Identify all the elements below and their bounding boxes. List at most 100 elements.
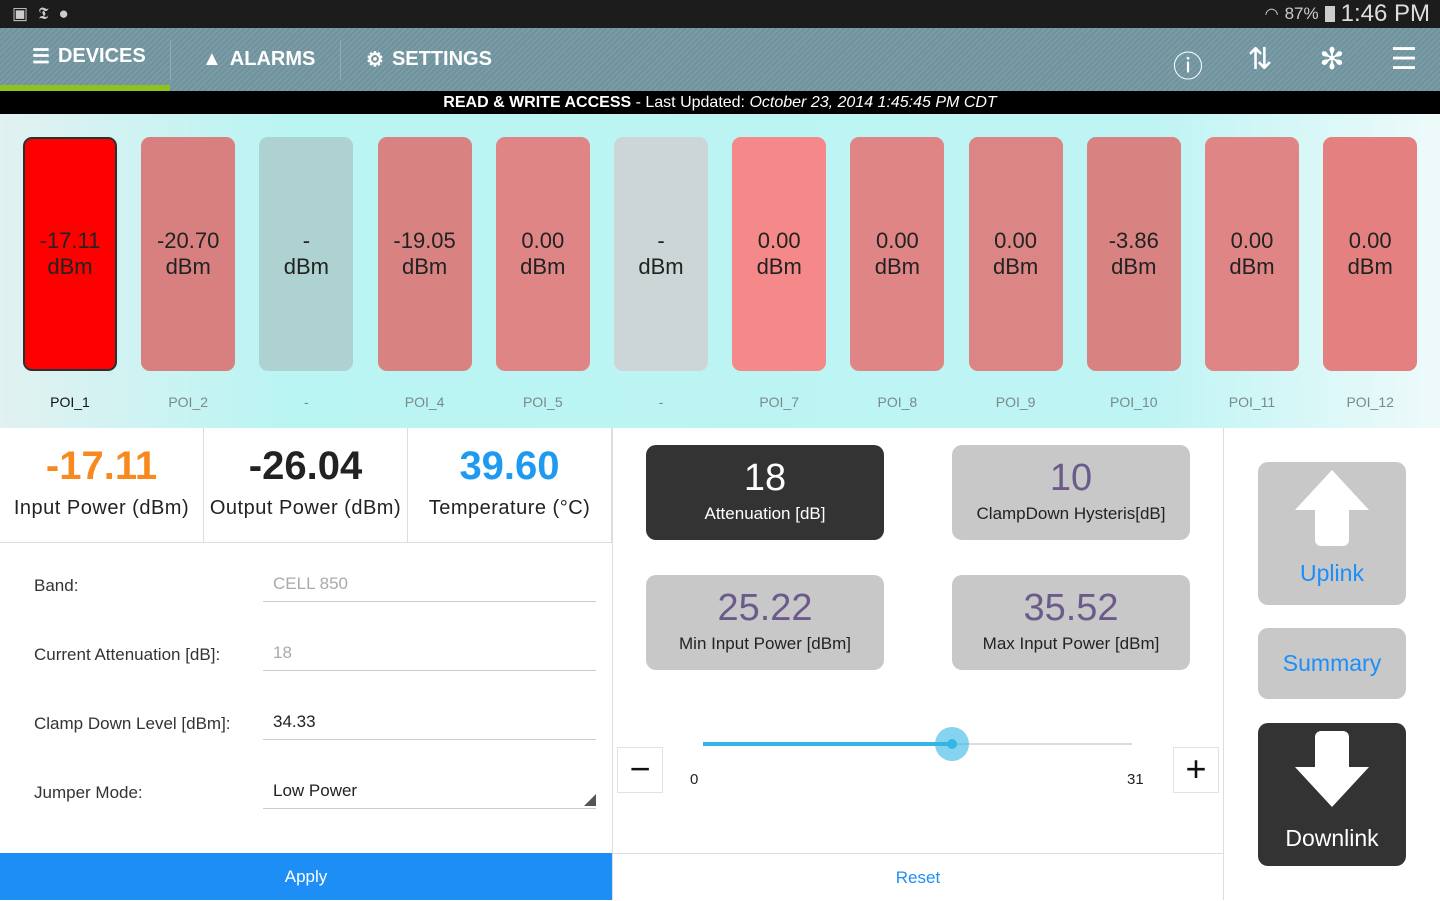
arrow-down-icon (1295, 767, 1369, 807)
reset-button[interactable]: Reset (612, 853, 1224, 900)
nyt-icon: 𝕿 (38, 4, 49, 23)
vpn-icon: ● (58, 4, 69, 23)
arrow-up-stem (1315, 510, 1349, 546)
poi-value: 0.00 (875, 228, 919, 253)
wifi-icon: ◠ (1264, 6, 1279, 23)
poi-strip: -17.11 dBm POI_1 -20.70 dBm POI_2- dBm - -19.05 d… (0, 114, 1440, 428)
jumper-mode-select[interactable]: Low Power (263, 773, 596, 809)
poi-label: POI_4 (404, 394, 445, 410)
poi-value: -3.86 (1108, 228, 1159, 253)
poi-label: POI_10 (1110, 394, 1158, 410)
param-value: 25.22 (717, 587, 813, 629)
poi-unit: dBm (638, 254, 684, 279)
min-input-button[interactable]: 25.22 Min Input Power [dBm] (646, 575, 884, 670)
poi-card[interactable]: -17.11 dBm (23, 137, 117, 371)
poi-card[interactable]: 0.00 dBm (968, 137, 1063, 371)
poi-value: -20.70 (156, 228, 220, 253)
clamp-down-label: Clamp Down Level [dBm]: (34, 714, 231, 733)
param-value: 10 (1049, 457, 1093, 499)
summary-button[interactable]: Summary (1258, 628, 1406, 699)
arrow-up-icon (1295, 470, 1369, 510)
poi-label: POI_5 (522, 394, 563, 410)
parameter-panel (612, 428, 1224, 900)
last-updated-label: - Last Updated: (631, 94, 750, 111)
poi-unit: dBm (47, 254, 93, 279)
poi-value: -17.11 (39, 228, 101, 253)
poi-card[interactable]: 0.00 dBm (850, 137, 945, 371)
poi-unit: dBm (165, 254, 211, 279)
info-icon[interactable]: ⓘ (1173, 51, 1203, 84)
max-input-button[interactable]: 35.52 Max Input Power [dBm] (952, 575, 1190, 670)
top-nav: ☰ DEVICES ▲ ALARMS ⚙ SETTINGS ⓘ ⇅ ✻ ☰ (0, 28, 1440, 91)
poi-card[interactable]: - dBm (259, 137, 354, 371)
stat-value: -26.04 (248, 444, 363, 488)
poi-unit: dBm (520, 254, 566, 279)
jumper-mode-row: Jumper Mode: Low Power (34, 773, 596, 813)
tab-label: DEVICES (57, 45, 146, 67)
tab-label: ALARMS (229, 48, 316, 70)
stat-value: 39.60 (459, 444, 560, 488)
output-power-stat: -26.04 Output Power (dBm) (204, 428, 408, 542)
band-field: CELL 850 (263, 566, 596, 602)
temperature-stat: 39.60 Temperature (°C) (408, 428, 612, 542)
uplink-button[interactable]: Uplink (1258, 462, 1406, 605)
poi-label: - (304, 394, 309, 410)
attenuation-button[interactable]: 18 Attenuation [dB] (646, 445, 884, 540)
poi-value: 0.00 (1348, 228, 1392, 253)
poi-card[interactable]: 0.00 dBm (732, 137, 827, 371)
param-value: 18 (743, 457, 787, 499)
poi-label: POI_11 (1228, 394, 1276, 410)
stat-value: -17.11 (45, 444, 158, 488)
fan-icon[interactable]: ✻ (1319, 43, 1345, 76)
dropdown-icon (584, 794, 596, 806)
poi-card[interactable]: -19.05 dBm (377, 137, 472, 371)
clamp-down-row: Clamp Down Level [dBm]: 34.33 (34, 704, 596, 744)
param-label: ClampDown Hysteris[dB] (976, 504, 1166, 523)
poi-unit: dBm (401, 254, 448, 279)
slider-max-label: 31 (1127, 771, 1144, 788)
slider-min-label: 0 (690, 771, 699, 788)
refresh-icon[interactable]: ⇅ (1247, 43, 1273, 76)
poi-value: 0.00 (521, 228, 565, 253)
slider-fill (703, 742, 953, 746)
downlink-button[interactable]: Downlink (1258, 723, 1406, 866)
decrement-button[interactable]: − (617, 747, 663, 793)
tab-alarms[interactable]: ▲ ALARMS (170, 28, 315, 91)
clamp-down-input[interactable]: 34.33 (263, 704, 596, 740)
access-bar: READ & WRITE ACCESS - Last Updated: Octo… (0, 91, 1440, 114)
tab-settings[interactable]: ⚙ SETTINGS (334, 28, 492, 91)
poi-card[interactable]: 0.00 dBm (1323, 137, 1418, 371)
poi-label: POI_9 (995, 394, 1036, 410)
tab-devices[interactable]: ☰ DEVICES (0, 28, 170, 91)
battery-icon (1324, 6, 1335, 22)
poi-unit: dBm (1111, 254, 1157, 279)
param-label: Max Input Power [dBm] (982, 634, 1160, 653)
hysteresis-button[interactable]: 10 ClampDown Hysteris[dB] (952, 445, 1190, 540)
arrow-down-stem (1315, 731, 1349, 767)
poi-card[interactable]: 0.00 dBm (495, 137, 590, 371)
access-level: READ & WRITE ACCESS (443, 94, 632, 111)
current-attenuation-row: Current Attenuation [dB]: 18 (34, 635, 596, 675)
poi-unit: dBm (283, 254, 330, 279)
param-label: Attenuation [dB] (704, 504, 826, 523)
gear-icon: ⚙ (366, 49, 384, 71)
poi-card[interactable]: - dBm (614, 137, 708, 371)
battery-level: 87% (1284, 4, 1319, 23)
poi-value: -19.05 (393, 228, 456, 253)
increment-button[interactable]: + (1173, 747, 1219, 793)
last-updated-time: October 23, 2014 1:45:45 PM CDT (749, 94, 997, 111)
attenuation-slider[interactable] (703, 727, 1132, 761)
poi-value: - (657, 228, 665, 253)
poi-label: POI_8 (877, 394, 918, 410)
slider-thumb[interactable] (935, 727, 970, 761)
poi-label: - (658, 394, 664, 410)
apply-button[interactable]: Apply (0, 853, 612, 900)
poi-card[interactable]: -20.70 dBm (141, 137, 236, 371)
poi-unit: dBm (756, 254, 802, 279)
downlink-label: Downlink (1285, 825, 1379, 851)
poi-value: 0.00 (994, 228, 1037, 253)
stats-row: -17.11 Input Power (dBm) -26.04 Output P… (0, 428, 612, 543)
poi-card[interactable]: -3.86 dBm (1086, 137, 1181, 371)
poi-card[interactable]: 0.00 dBm (1205, 137, 1299, 371)
server-icon[interactable]: ☰ (1390, 43, 1418, 76)
